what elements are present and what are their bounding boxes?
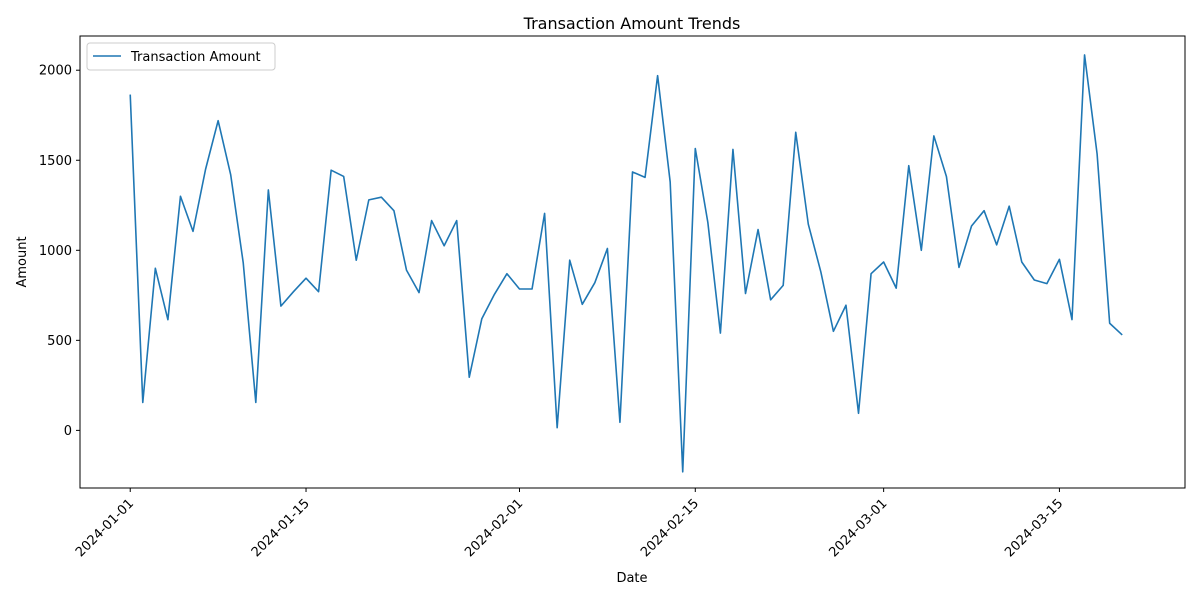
legend-box [86, 42, 276, 71]
x-tick-label: 2024-02-01 [462, 496, 526, 560]
x-axis-label: Date [616, 571, 647, 586]
y-tick-label: 500 [47, 334, 72, 349]
y-tick-label: 0 [64, 424, 72, 439]
x-tick-label: 2024-03-01 [826, 496, 890, 560]
legend: Transaction Amount [86, 42, 276, 71]
y-tick-label: 2000 [39, 64, 72, 79]
x-tick-label: 2024-01-15 [249, 496, 313, 560]
y-tick-label: 1000 [39, 244, 72, 259]
plot-frame [79, 35, 1186, 489]
legend-label: Transaction Amount [130, 50, 261, 65]
x-tick-label: 2024-02-15 [638, 496, 702, 560]
series-line-transaction-amount [129, 54, 1123, 473]
plot-area [80, 36, 1185, 488]
y-tick-label: 1500 [39, 154, 72, 169]
y-axis-label: Amount [15, 236, 30, 287]
x-tick-label: 2024-01-01 [73, 496, 137, 560]
chart-title: Transaction Amount Trends [523, 14, 741, 33]
x-tick-label: 2024-03-15 [1002, 496, 1066, 560]
